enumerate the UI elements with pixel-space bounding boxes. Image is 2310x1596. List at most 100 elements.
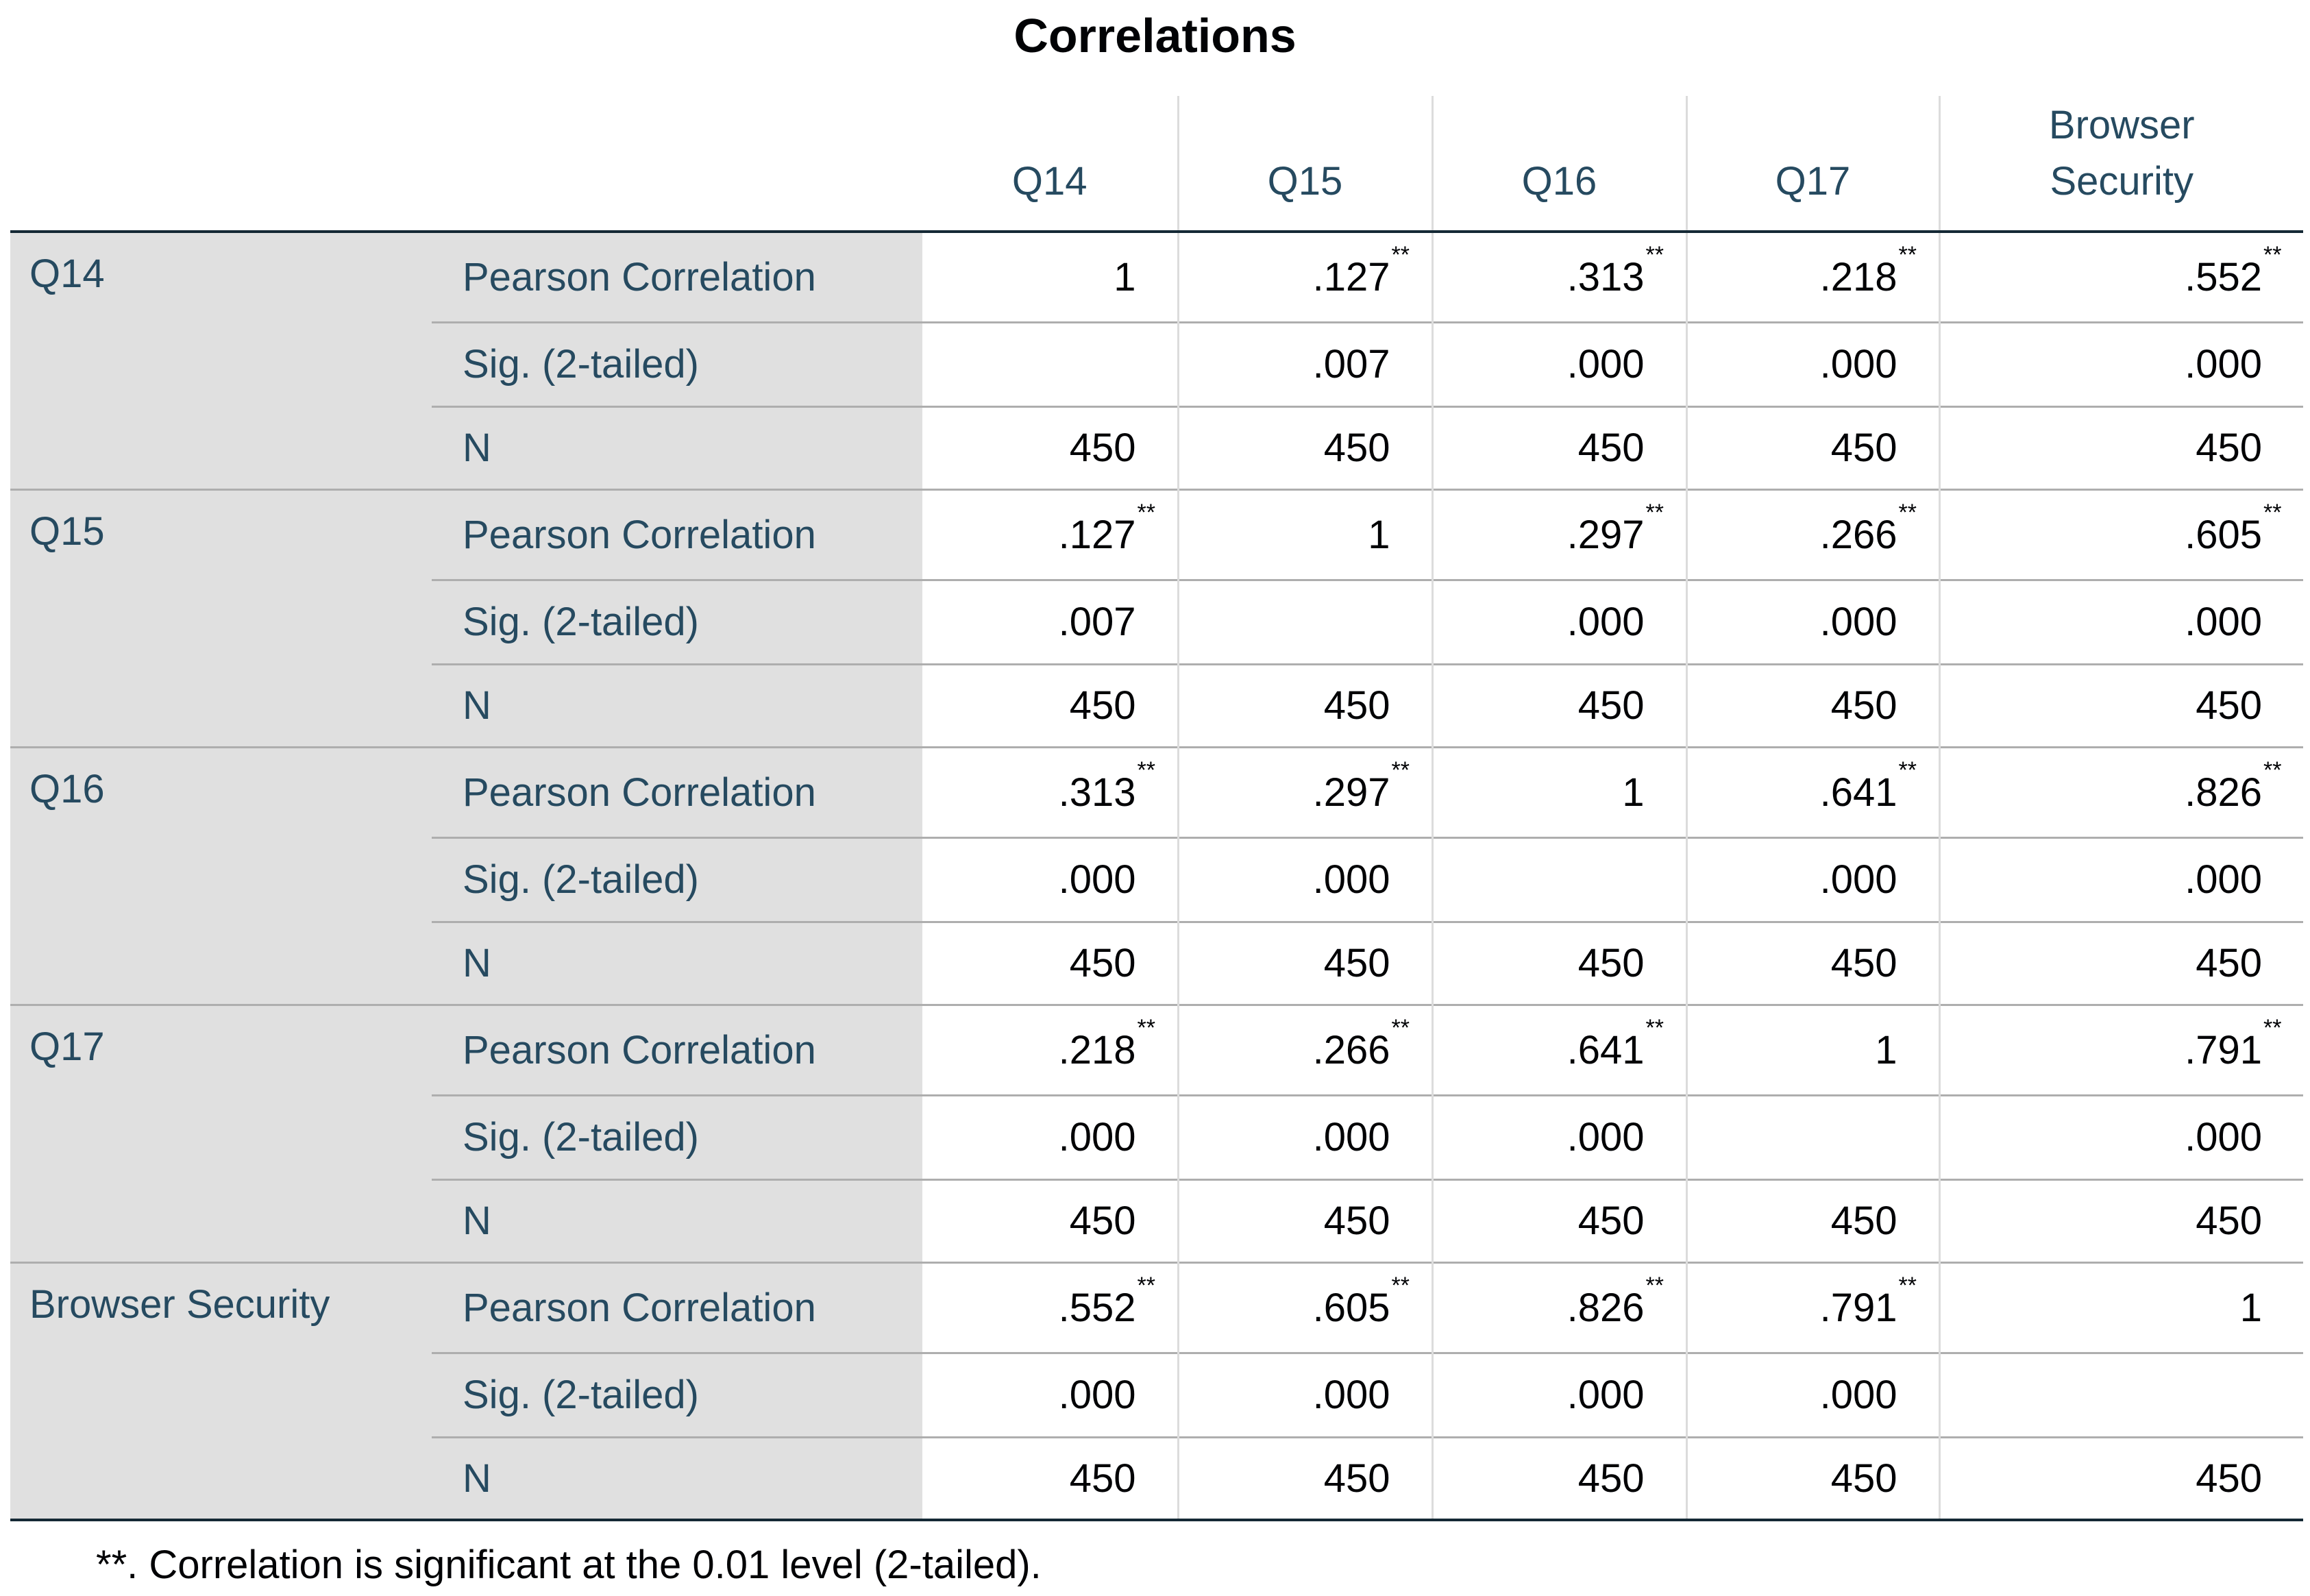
value-cell: 450 [1177,1436,1432,1521]
significance-mark: ** [1645,1272,1664,1299]
header-row: Q14 Q15 Q16 Q17 Browser Security [10,96,2303,232]
cell-value: 1 [2239,1285,2262,1330]
column-header: Browser Security [1938,96,2303,232]
value-cell: .000 [1938,321,2303,406]
cell-value: 450 [1577,683,1645,728]
value-cell: 450 [922,1436,1178,1521]
statistic-label: N [432,1178,922,1262]
statistic-label: Pearson Correlation [432,488,922,580]
value-cell [1177,578,1432,664]
column-header-text: Q17 [1775,159,1851,204]
value-cell: 450 [1685,1436,1939,1521]
cell-value: .007 [1312,342,1390,386]
value-cell: 450 [922,920,1178,1005]
value-cell: .000 [922,1094,1178,1179]
cell-value: .007 [1058,600,1136,644]
significance-mark: ** [1898,499,1917,526]
table-title: Correlations [1013,9,1297,62]
cell-value: 450 [1577,1199,1645,1243]
cell-value: .826 [1566,1285,1645,1330]
statistic-label: Sig. (2-tailed) [432,1094,922,1179]
value-cell: 450 [1685,663,1939,747]
cell-value: .127 [1058,512,1136,557]
value-cell [1685,1094,1939,1179]
value-cell: .791 ** [1685,1261,1939,1353]
value-cell: 1 [1938,1261,2303,1353]
cell-value: .552 [1058,1285,1136,1330]
cell-value: .552 [2185,254,2262,299]
value-cell: .266 ** [1685,488,1939,580]
value-cell: .127 ** [1177,232,1432,322]
table-row: Q17 Pearson Correlation .218 ** .266 ** .641 **… [10,1003,2303,1262]
table-row: Browser Security Pearson Correlation .552 *… [10,1261,2303,1521]
value-cell: .000 [922,836,1178,922]
statistic-label: Sig. (2-tailed) [432,1351,922,1437]
cell-value: .000 [1312,1115,1390,1159]
value-cell: 450 [1938,1178,2303,1262]
significance-mark: ** [1898,241,1917,268]
cell-value: 450 [1830,426,1897,470]
significance-mark: ** [2263,499,2282,526]
significance-mark: ** [2263,1014,2282,1041]
value-cell: 450 [922,663,1178,747]
cell-value: .826 [2185,770,2262,815]
cell-value: .605 [2185,512,2262,557]
table-row: N 450 450 450 450 450 [10,1178,2303,1262]
cell-value: .266 [1819,512,1897,557]
cell-value: .641 [1566,1027,1645,1072]
significance-mark: ** [1137,1014,1155,1041]
statistic-label: N [432,405,922,489]
cell-value: .000 [1819,600,1897,644]
value-cell: 450 [1938,920,2303,1005]
table-row: N 450 450 450 450 450 [10,405,2303,489]
statistic-label: Pearson Correlation [432,232,922,322]
cell-value: .000 [1312,1373,1390,1417]
value-cell: .641 ** [1431,1003,1686,1095]
cell-value: .000 [1566,1373,1645,1417]
value-cell: 450 [1431,663,1686,747]
value-cell: .000 [1685,578,1939,664]
value-cell: .552 ** [922,1261,1178,1353]
cell-value: .313 [1566,254,1645,299]
value-cell: 450 [1177,663,1432,747]
significance-mark: ** [2263,241,2282,268]
table-row: Sig. (2-tailed) .000 .000 .000 .000 [10,1094,2303,1179]
cell-value: .000 [2185,857,2262,902]
cell-value: .000 [1566,600,1645,644]
cell-value: 450 [1830,941,1897,985]
cell-value: 450 [1069,426,1136,470]
cell-value: 450 [1323,426,1390,470]
value-cell: .313 ** [1431,232,1686,322]
statistic-label: N [432,920,922,1005]
cell-value: 450 [1830,1199,1897,1243]
value-cell: 450 [1431,405,1686,489]
cell-value: .000 [1819,1373,1897,1417]
value-cell: .007 [922,578,1178,664]
value-cell: .218 ** [1685,232,1939,322]
statistic-label: N [432,1436,922,1521]
value-cell: .826 ** [1938,746,2303,837]
cell-value: .000 [1566,1115,1645,1159]
value-cell: .000 [1938,836,2303,922]
row-group-label: Q17 [10,1003,432,1262]
value-cell [922,321,1178,406]
value-cell: .000 [922,1351,1178,1437]
value-cell: 1 [1685,1003,1939,1095]
value-cell: .000 [1177,836,1432,922]
table-row: Q16 Pearson Correlation .313 ** .297 ** 1.641 *… [10,746,2303,1005]
significance-mark: ** [1645,499,1664,526]
column-header-text: Q16 [1521,159,1597,204]
cell-value: .000 [1312,857,1390,902]
cell-value: .000 [1819,857,1897,902]
row-group-label: Browser Security [10,1261,432,1521]
cell-value: .000 [1819,342,1897,386]
cell-value: .218 [1819,254,1897,299]
cell-value: .297 [1566,512,1645,557]
cell-value: 450 [2196,1456,2262,1501]
cell-value: 450 [2196,941,2262,985]
value-cell: 450 [1177,920,1432,1005]
cell-value: .127 [1312,254,1390,299]
value-cell: .218 ** [922,1003,1178,1095]
value-cell: 450 [1938,663,2303,747]
